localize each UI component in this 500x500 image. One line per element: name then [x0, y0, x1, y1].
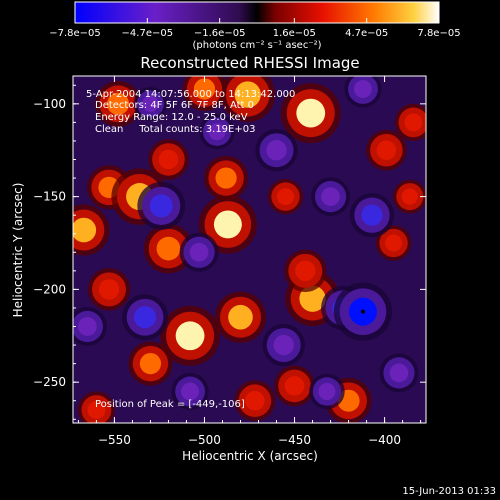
heatmap-blob-core [354, 80, 372, 98]
heatmap-blob-core [158, 149, 179, 170]
colorbar-tick-label: −1.6e−05 [194, 28, 246, 39]
heatmap-blob-core [389, 363, 409, 383]
heatmap-blob-core [149, 194, 173, 218]
heatmap-blob-core [156, 236, 181, 261]
heatmap-blob-core [318, 382, 336, 400]
colorbar [74, 1, 440, 24]
colorbar-tick-label: −4.7e−05 [122, 28, 174, 39]
plot-frame [72, 75, 427, 424]
x-tick-label: −500 [188, 433, 221, 447]
x-tick-label: −550 [98, 433, 131, 447]
heatmap-blob-core [215, 167, 237, 189]
heatmap-blob-core [245, 390, 265, 411]
x-tick-label: −400 [368, 433, 401, 447]
heatmap-blob-core [385, 234, 403, 252]
peak-marker [360, 309, 365, 314]
y-axis: −250 −200 −150 −100 [33, 84, 426, 420]
heatmap-blob-core [299, 285, 326, 312]
heatmap-blob-core [277, 188, 295, 206]
heatmap-blob-core [98, 279, 120, 300]
colorbar-ticks: −7.8e−05 −4.7e−05 −1.6e−05 1.6e−05 4.7e−05 7.… [49, 18, 461, 39]
heatmap-blob-core [175, 321, 205, 351]
heatmap-blob-core [361, 204, 383, 226]
x-tick-label: −450 [278, 433, 311, 447]
heatmap-blob-core [73, 217, 97, 243]
heatmap-blob-core [376, 140, 397, 161]
heatmap-blob-core [321, 187, 340, 206]
annotation-counts: Clean Total counts: 3.19E+03 [95, 124, 255, 135]
heatmap-blob-core [284, 376, 305, 396]
x-axis-label: Heliocentric X (arcsec) [182, 449, 318, 463]
heatmap-blob-core [106, 92, 130, 115]
annotation-time: 5-Apr-2004 14:07:56.000 to 14:13:42.000 [86, 89, 295, 100]
heatmap-blob-core [213, 210, 242, 239]
heatmap-blob-core [266, 140, 287, 161]
annotation-detectors: Detectors: 4F 5F 6F 7F 8F, Att 0 [95, 100, 254, 111]
heatmap-blob-core [228, 304, 253, 330]
heatmap-blob-core [142, 95, 159, 112]
heatmap-blob-core [296, 98, 326, 128]
colorbar-tick-label: 1.6e−05 [273, 28, 316, 39]
heatmap-blob-core [208, 123, 226, 141]
footer-date: 15-Jun-2013 01:33 [402, 486, 496, 497]
heatmap-image [73, 76, 426, 423]
colorbar-tick-label: 7.8e−05 [417, 28, 460, 39]
colorbar-tick-label: 4.7e−05 [345, 28, 388, 39]
heatmap-blob-core [139, 353, 162, 375]
y-tick-label: −150 [33, 190, 66, 204]
x-axis: −550 −500 −450 −400 [77, 76, 422, 447]
y-tick-label: −200 [33, 282, 66, 296]
y-tick-label: −100 [33, 97, 66, 111]
heatmap-blob-core [193, 78, 216, 100]
heatmap-blob-core [78, 317, 97, 336]
y-tick-label: −250 [33, 375, 66, 389]
peak-position-text: Position of Peak = [-449,-106] [95, 399, 245, 410]
heatmap-blob-core [87, 401, 106, 419]
heatmap-blob-core [401, 188, 418, 205]
heatmap-blob-core [181, 382, 200, 401]
heatmap-blob-core [273, 334, 294, 356]
heatmap-blob-core [189, 242, 209, 262]
y-axis-label: Heliocentric Y (arcsec) [11, 183, 25, 318]
heatmap-blob-core [404, 113, 423, 132]
heatmap-blob-core [234, 81, 261, 108]
heatmap-blob-core [134, 306, 157, 329]
colorbar-units-label: (photons cm⁻² s⁻¹ asec⁻²) [192, 40, 321, 51]
chart-title: Reconstructed RHESSI Image [140, 54, 359, 72]
heatmap-blob-core [295, 260, 316, 282]
annotation-energy: Energy Range: 12.0 - 25.0 keV [95, 112, 248, 123]
annotation-block: 5-Apr-2004 14:07:56.000 to 14:13:42.000 … [86, 89, 295, 135]
colorbar-tick-label: −7.8e−05 [49, 28, 101, 39]
